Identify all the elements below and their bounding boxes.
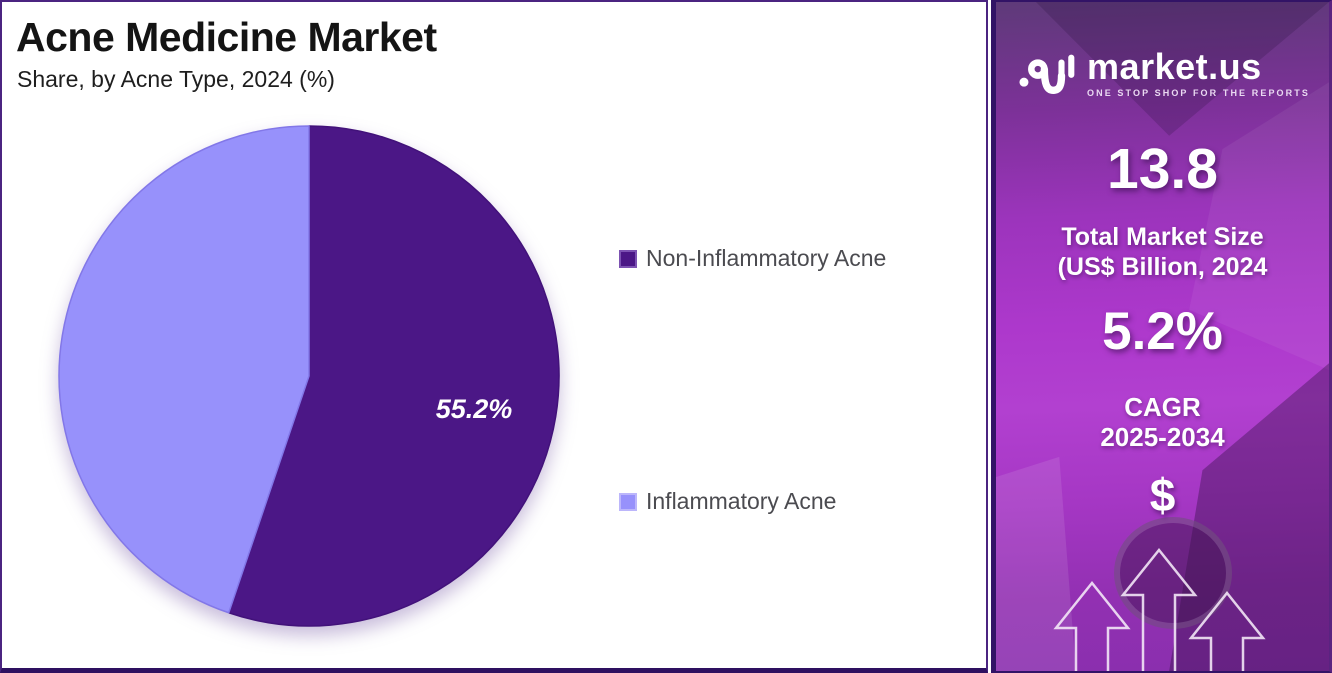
brand-sidebar: market.us ONE STOP SHOP FOR THE REPORTS … bbox=[991, 0, 1332, 673]
pie-chart-container: 55.2% bbox=[52, 119, 566, 633]
label-line: 2025-2034 bbox=[1100, 422, 1225, 452]
label-line: Total Market Size bbox=[1061, 223, 1264, 251]
legend: Non-Inflammatory Acne Inflammatory Acne bbox=[619, 2, 979, 673]
up-arrow-icon bbox=[1053, 580, 1131, 671]
legend-label: Non-Inflammatory Acne bbox=[646, 245, 887, 271]
pie-slice-non-inflammatory-acne bbox=[228, 125, 560, 627]
up-arrow-icon bbox=[1188, 590, 1266, 671]
brand-text: market.us ONE STOP SHOP FOR THE REPORTS bbox=[1087, 46, 1310, 99]
cagr-label: CAGR 2025-2034 bbox=[996, 392, 1329, 452]
market-us-logo-icon bbox=[1019, 54, 1075, 94]
label-line: (US$ Billion, 2024 bbox=[1057, 253, 1268, 281]
legend-label: Inflammatory Acne bbox=[646, 488, 837, 514]
growth-arrows-graphic bbox=[1053, 547, 1266, 671]
legend-swatch-non-inflammatory-acne bbox=[619, 249, 637, 268]
pie-chart: 55.2% bbox=[58, 125, 560, 627]
brand-header: market.us ONE STOP SHOP FOR THE REPORTS bbox=[996, 48, 1329, 100]
up-arrow-icon bbox=[1120, 547, 1198, 671]
chart-panel: Acne Medicine Market Share, by Acne Type… bbox=[0, 0, 988, 673]
total-market-size-value: 13.8 bbox=[1107, 137, 1218, 201]
legend-item-non-inflammatory-acne: Non-Inflammatory Acne bbox=[619, 245, 886, 272]
brand-tagline: ONE STOP SHOP FOR THE REPORTS bbox=[1087, 88, 1310, 98]
page-title: Acne Medicine Market bbox=[16, 14, 437, 60]
cagr-value: 5.2% bbox=[1102, 302, 1223, 361]
legend-item-inflammatory-acne: Inflammatory Acne bbox=[619, 488, 836, 515]
chart-subtitle: Share, by Acne Type, 2024 (%) bbox=[17, 66, 335, 92]
total-market-size-label: Total Market Size (US$ Billion, 2024 bbox=[996, 222, 1329, 282]
pie-slice-inflammatory-acne bbox=[58, 125, 310, 614]
label-line: CAGR bbox=[1124, 392, 1201, 422]
pie-slice-data-label: 55.2% bbox=[436, 394, 513, 424]
legend-swatch-inflammatory-acne bbox=[619, 492, 637, 511]
brand-name: market.us bbox=[1087, 46, 1262, 87]
dollar-icon: $ bbox=[1149, 469, 1176, 521]
